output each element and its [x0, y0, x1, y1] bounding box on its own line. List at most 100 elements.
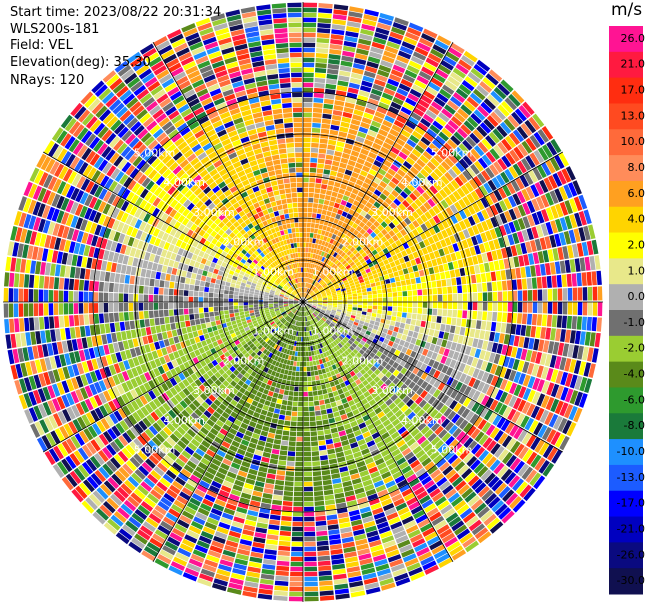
velocity-gate: [369, 216, 376, 224]
velocity-gate: [419, 326, 425, 334]
velocity-gate: [458, 59, 472, 71]
velocity-gate: [350, 326, 356, 332]
velocity-gate: [377, 372, 385, 379]
velocity-gate: [482, 77, 496, 90]
velocity-gate: [389, 31, 404, 41]
velocity-gate: [273, 590, 288, 596]
velocity-gate: [351, 342, 357, 349]
velocity-gate: [578, 361, 587, 376]
velocity-gate: [324, 88, 336, 95]
velocity-gate: [447, 119, 459, 131]
velocity-gate: [552, 172, 563, 187]
velocity-gate: [398, 83, 411, 93]
velocity-gate: [383, 240, 391, 248]
velocity-gate: [395, 137, 406, 147]
velocity-gate: [564, 358, 572, 372]
velocity-gate: [353, 266, 359, 272]
velocity-gate: [525, 155, 536, 169]
velocity-gate: [306, 272, 309, 278]
velocity-gate: [367, 129, 378, 138]
velocity-gate: [361, 80, 373, 88]
velocity-gate: [332, 302, 338, 304]
velocity-gate: [373, 273, 379, 279]
velocity-gate: [448, 492, 460, 503]
velocity-gate: [596, 270, 602, 286]
velocity-gate: [476, 222, 485, 233]
velocity-gate: [347, 354, 353, 360]
velocity-gate: [341, 245, 347, 252]
velocity-gate: [415, 234, 423, 243]
velocity-gate: [518, 255, 525, 267]
velocity-gate: [462, 196, 471, 207]
velocity-gate: [470, 190, 480, 202]
velocity-gate: [433, 379, 442, 389]
velocity-gate: [343, 262, 349, 268]
velocity-gate: [353, 355, 360, 361]
velocity-gate: [508, 132, 521, 146]
velocity-gate: [444, 123, 456, 135]
velocity-gate: [363, 372, 370, 379]
velocity-gate: [532, 377, 541, 391]
velocity-gate: [313, 233, 318, 239]
velocity-gate: [306, 295, 311, 299]
velocity-gate: [359, 320, 365, 325]
velocity-gate: [325, 271, 330, 276]
velocity-gate: [490, 375, 499, 387]
velocity-gate: [321, 469, 331, 476]
velocity-gate: [275, 474, 285, 481]
velocity-gate: [462, 422, 473, 433]
velocity-gate: [381, 431, 390, 440]
velocity-gate: [457, 335, 464, 344]
velocity-gate: [477, 283, 483, 292]
velocity-gate: [338, 131, 348, 138]
velocity-gate: [312, 299, 318, 301]
velocity-gate: [392, 159, 402, 169]
velocity-gate: [490, 321, 497, 332]
velocity-gate: [391, 385, 400, 394]
velocity-gate: [325, 154, 334, 161]
velocity-gate: [265, 544, 278, 551]
velocity-gate: [410, 179, 419, 189]
velocity-gate: [331, 558, 345, 565]
velocity-gate: [353, 258, 359, 264]
velocity-gate: [572, 287, 578, 301]
velocity-gate: [265, 478, 275, 485]
velocity-gate: [309, 268, 312, 273]
velocity-gate: [544, 262, 551, 276]
velocity-gate: [471, 202, 481, 213]
velocity-gate: [521, 466, 534, 480]
velocity-gate: [357, 214, 364, 221]
velocity-gate: [386, 41, 400, 50]
velocity-gate: [414, 46, 429, 57]
velocity-gate: [411, 237, 418, 245]
velocity-gate: [355, 329, 361, 334]
velocity-gate: [440, 60, 454, 71]
velocity-gate: [379, 193, 388, 201]
velocity-gate: [410, 337, 417, 345]
velocity-gate: [464, 471, 476, 483]
velocity-gate: [446, 387, 455, 397]
velocity-gate: [299, 361, 303, 367]
velocity-gate: [266, 411, 274, 418]
velocity-gate: [334, 332, 340, 337]
velocity-gate: [445, 254, 452, 263]
velocity-gate: [315, 525, 327, 532]
velocity-gate: [400, 106, 412, 116]
velocity-gate: [437, 382, 446, 391]
velocity-gate: [378, 101, 390, 110]
velocity-gate: [429, 124, 441, 135]
velocity-gate: [373, 201, 381, 209]
velocity-gate: [316, 420, 323, 426]
velocity-gate: [317, 390, 323, 396]
velocity-gate: [525, 469, 538, 483]
velocity-gate: [392, 97, 404, 106]
velocity-gate: [322, 113, 332, 120]
velocity-gate: [448, 47, 463, 58]
velocity-gate: [391, 282, 397, 288]
velocity-gate: [373, 189, 382, 197]
velocity-gate: [427, 53, 442, 64]
velocity-gate: [359, 228, 366, 235]
velocity-gate: [322, 283, 327, 288]
velocity-gate: [449, 204, 458, 214]
velocity-gate: [346, 250, 352, 256]
